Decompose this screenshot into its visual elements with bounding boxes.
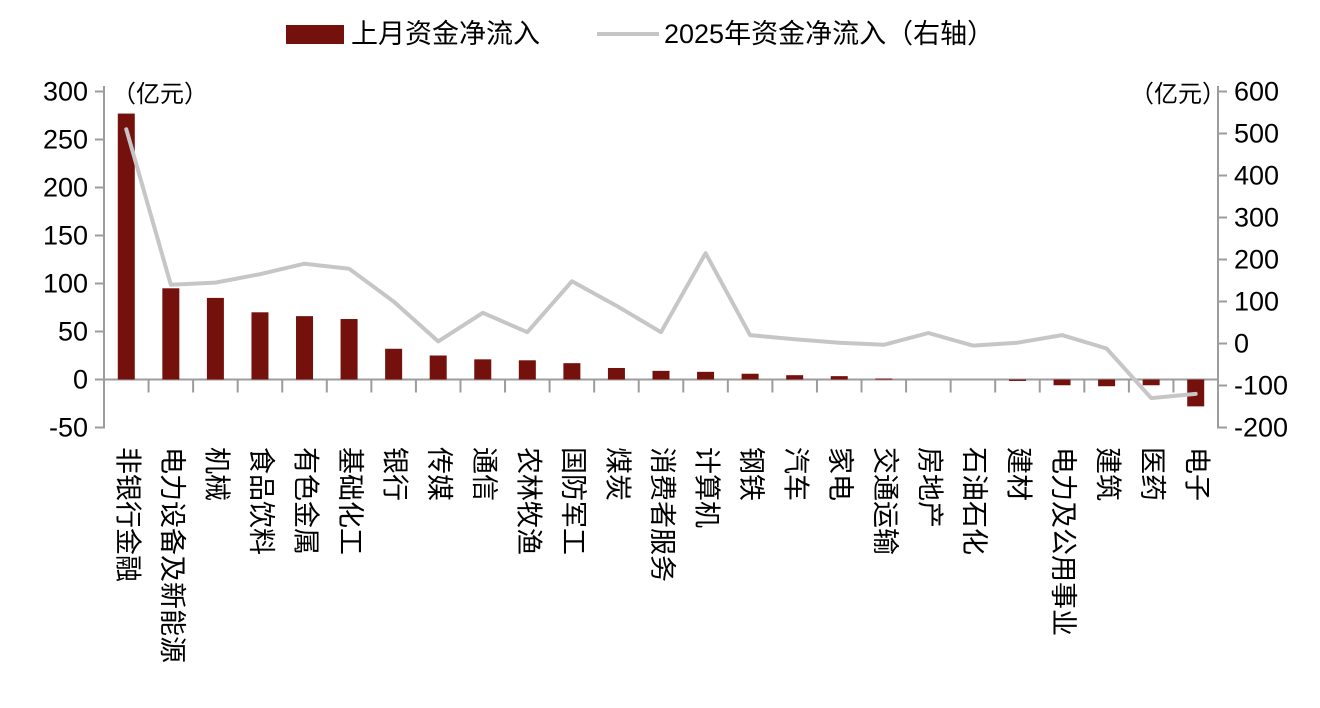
category-label: 煤炭 — [602, 447, 632, 501]
y-axis-right-tick-label: 200 — [1234, 245, 1279, 275]
bar — [1142, 379, 1160, 386]
right-axis-unit: （亿元） — [1130, 81, 1226, 108]
category-label: 计算机 — [692, 447, 722, 528]
category-label: 电力及公用事业 — [1048, 447, 1078, 636]
category-label: 家电 — [825, 447, 855, 501]
bar — [385, 348, 403, 380]
bar — [162, 288, 180, 380]
bar — [786, 375, 804, 380]
y-axis-left-tick-label: 0 — [73, 365, 88, 395]
category-label: 国防军工 — [558, 447, 588, 555]
y-axis-left-tick-label: -50 — [49, 413, 88, 443]
legend-bar-label: 上月资金净流入 — [351, 19, 540, 49]
bar — [429, 355, 447, 380]
bar — [652, 370, 670, 380]
bar — [340, 319, 358, 380]
net-inflow-line — [124, 127, 1198, 401]
category-label: 电力设备及新能源 — [157, 447, 187, 663]
y-axis-left-tick-label: 150 — [43, 221, 88, 251]
bar — [206, 297, 224, 380]
bar — [697, 371, 715, 380]
y-axis-right-tick-label: 500 — [1234, 119, 1279, 149]
category-label: 消费者服务 — [647, 447, 677, 582]
bar — [1098, 379, 1116, 387]
bar — [117, 113, 135, 380]
y-axis-right-tick-label: -100 — [1234, 371, 1288, 401]
y-axis-left-tick-label: 200 — [43, 173, 88, 203]
legend-line-swatch — [597, 32, 659, 36]
y-axis-right-tick-label: 600 — [1234, 77, 1279, 107]
category-label: 汽车 — [781, 447, 811, 501]
category-label: 钢铁 — [736, 447, 766, 501]
bar — [875, 378, 893, 380]
category-label: 电子 — [1182, 447, 1212, 501]
bar — [830, 376, 848, 380]
y-axis-left-tick-label: 300 — [43, 77, 88, 107]
left-axis-unit: （亿元） — [112, 81, 208, 108]
bar — [607, 367, 625, 380]
category-label: 非银行金融 — [112, 447, 142, 582]
category-label: 房地产 — [914, 447, 944, 528]
bar — [741, 373, 759, 380]
category-label: 农林牧渔 — [513, 447, 543, 555]
legend-line-label: 2025年资金净流入（右轴） — [664, 19, 995, 49]
bar — [1053, 379, 1071, 386]
legend: 上月资金净流入 2025年资金净流入（右轴） — [0, 0, 1320, 60]
y-axis-right-tick-label: 400 — [1234, 161, 1279, 191]
legend-bar-swatch — [286, 25, 344, 44]
category-label: 银行 — [380, 447, 410, 501]
category-label: 传媒 — [424, 447, 454, 501]
bar — [474, 359, 492, 380]
category-label: 机械 — [201, 447, 231, 501]
y-axis-left-tick-label: 50 — [58, 317, 88, 347]
category-label: 食品饮料 — [246, 447, 276, 555]
bar — [563, 363, 581, 380]
category-label: 有色金属 — [291, 447, 321, 555]
bar — [1008, 379, 1026, 381]
y-axis-left-tick-label: 250 — [43, 125, 88, 155]
y-axis-right-tick-label: -200 — [1234, 413, 1288, 443]
bar — [518, 360, 536, 380]
category-label: 建筑 — [1093, 447, 1123, 501]
category-label: 医药 — [1137, 447, 1167, 501]
bar — [251, 312, 269, 380]
bar — [296, 316, 314, 380]
y-axis-left-tick-label: 100 — [43, 269, 88, 299]
category-label: 交通运输 — [870, 447, 900, 555]
category-label: 石油石化 — [959, 447, 989, 555]
y-axis-right-tick-label: 0 — [1234, 329, 1249, 359]
y-axis-right-tick-label: 300 — [1234, 203, 1279, 233]
y-axis-right-tick-label: 100 — [1234, 287, 1279, 317]
category-label: 通信 — [469, 447, 499, 501]
category-label: 建材 — [1004, 447, 1034, 501]
category-label: 基础化工 — [335, 447, 365, 555]
